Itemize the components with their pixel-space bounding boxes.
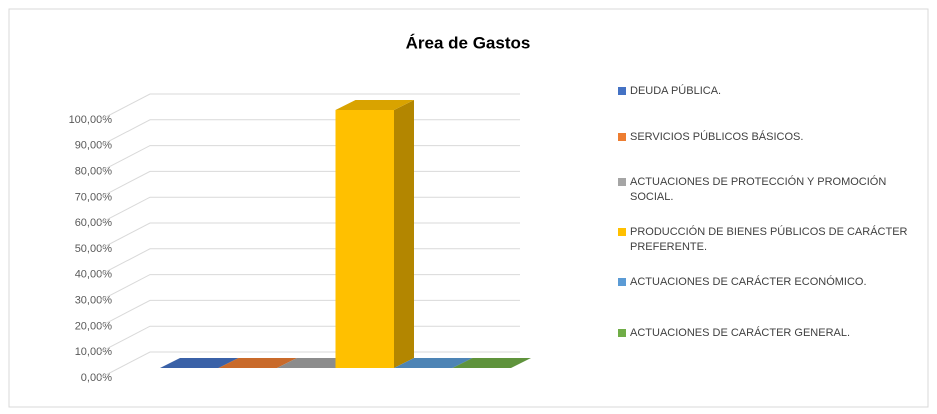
- y-tick-label: 40,00%: [75, 269, 113, 281]
- bar-top: [394, 358, 473, 368]
- bar-top: [160, 358, 239, 368]
- legend-item: PRODUCCIÓN DE BIENES PÚBLICOS DE CARÁCTE…: [618, 225, 918, 255]
- y-tick-label: 70,00%: [75, 191, 113, 203]
- y-tick-label: 50,00%: [75, 243, 113, 255]
- chart-title: Área de Gastos: [406, 33, 531, 52]
- y-tick-label: 90,00%: [75, 140, 113, 152]
- y-tick-label: 100,00%: [69, 114, 113, 126]
- legend-item: SERVICIOS PÚBLICOS BÁSICOS.: [618, 130, 918, 145]
- legend-swatch: [618, 228, 626, 236]
- legend-label: SERVICIOS PÚBLICOS BÁSICOS.: [630, 131, 804, 143]
- bar-top: [335, 100, 414, 110]
- grid-line: [99, 93, 520, 121]
- y-tick-label: 60,00%: [75, 217, 113, 229]
- legend-swatch: [618, 178, 626, 186]
- legend-item: ACTUACIONES DE CARÁCTER ECONÓMICO.: [618, 275, 918, 290]
- bar-side: [394, 100, 414, 368]
- legend-item: ACTUACIONES DE CARÁCTER GENERAL.: [618, 326, 918, 341]
- legend-label: PRODUCCIÓN DE BIENES PÚBLICOS DE CARÁCTE…: [630, 226, 908, 253]
- y-tick-label: 0,00%: [81, 372, 112, 384]
- legend-label: ACTUACIONES DE PROTECCIÓN Y PROMOCIÓN SO…: [630, 176, 887, 203]
- chart-border: [8, 8, 929, 408]
- y-tick-label: 20,00%: [75, 320, 113, 332]
- legend-item: ACTUACIONES DE PROTECCIÓN Y PROMOCIÓN SO…: [618, 175, 918, 205]
- legend-item: DEUDA PÚBLICA.: [618, 84, 918, 99]
- y-tick-label: 30,00%: [75, 295, 113, 307]
- legend-label: ACTUACIONES DE CARÁCTER GENERAL.: [630, 327, 851, 339]
- legend-swatch: [618, 133, 626, 141]
- y-tick-label: 80,00%: [75, 166, 113, 178]
- bar-top: [218, 358, 297, 368]
- legend-swatch: [618, 329, 626, 337]
- legend-label: DEUDA PÚBLICA.: [630, 85, 722, 97]
- bar-front: [335, 110, 394, 368]
- bar-top: [452, 358, 531, 368]
- legend-swatch: [618, 278, 626, 286]
- legend-swatch: [618, 87, 626, 95]
- y-tick-label: 10,00%: [75, 346, 113, 358]
- legend-label: ACTUACIONES DE CARÁCTER ECONÓMICO.: [630, 276, 867, 288]
